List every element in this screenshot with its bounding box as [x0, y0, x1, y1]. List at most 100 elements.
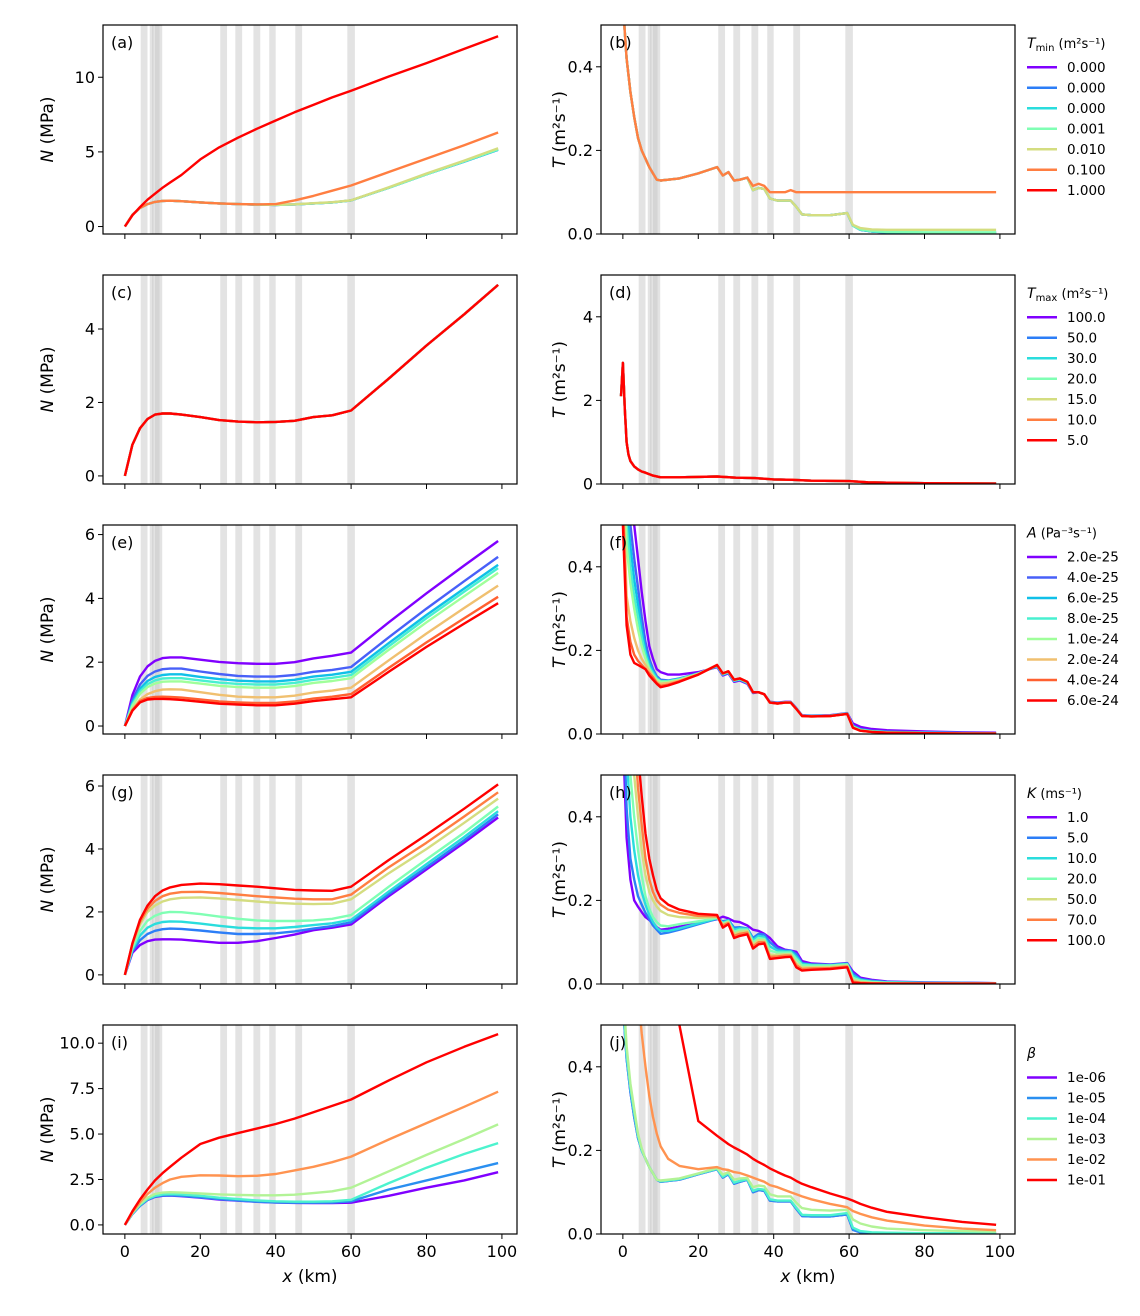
panel-label: (a)	[111, 33, 133, 52]
legend-label: 70.0	[1067, 912, 1097, 928]
legend-label: 0.000	[1067, 60, 1106, 76]
shaded-band	[235, 25, 243, 234]
legend-title: Tmin (m²s⁻¹)	[1027, 36, 1105, 54]
series-line-0.010	[623, 25, 997, 232]
y-tick-label: 0.0	[568, 1225, 593, 1244]
series-line-15.0	[123, 283, 499, 477]
y-tick-label: 2	[583, 391, 593, 410]
series-line-1e-01	[678, 1025, 997, 1226]
legend-title: Tmax (m²s⁻¹)	[1027, 286, 1108, 304]
panel-label: (d)	[609, 283, 632, 302]
shaded-band	[269, 525, 276, 734]
y-tick-label: 10	[75, 68, 95, 87]
series-line-20.0	[123, 805, 499, 976]
shaded-band	[140, 1025, 148, 1234]
shaded-band	[149, 1025, 154, 1234]
x-tick-label: 40	[266, 1242, 286, 1261]
series-line-100.0	[123, 783, 499, 976]
panel-g: 0 2 4 6 N (MPa) (g)	[38, 774, 518, 989]
legend-label: 6.0e-25	[1067, 591, 1119, 607]
plot-area	[123, 1025, 499, 1234]
legend-label: 4.0e-25	[1067, 570, 1119, 586]
plot-area	[123, 775, 499, 984]
x-tick-label: 80	[416, 1242, 436, 1261]
series-line-6.0e-24	[621, 525, 997, 734]
shaded-band	[767, 775, 774, 984]
x-axis-label: x (km)	[779, 1267, 835, 1287]
shaded-band	[155, 775, 163, 984]
shaded-band	[269, 275, 276, 484]
shaded-band	[295, 775, 303, 984]
panel-a: 0 5 10 N (MPa) (a)	[38, 24, 518, 239]
legend-label: 0.100	[1067, 162, 1106, 178]
panel-label: (i)	[111, 1033, 128, 1052]
shaded-band	[733, 25, 741, 234]
y-tick-label: 5	[85, 142, 95, 161]
y-tick-label: 0	[583, 475, 593, 494]
series-line-0.001	[623, 25, 997, 234]
legend-label: 5.0	[1067, 830, 1088, 846]
shaded-band	[845, 775, 853, 984]
shaded-band	[155, 525, 163, 734]
y-tick-label: 2.5	[70, 1170, 95, 1189]
y-tick-label: 0	[85, 717, 95, 736]
shaded-band	[718, 775, 726, 984]
series-line-50.0	[619, 361, 997, 484]
legend-title: K (ms⁻¹)	[1027, 786, 1082, 802]
y-axis-label: N (MPa)	[38, 847, 58, 913]
series-line-0.000	[123, 148, 499, 228]
shaded-band	[751, 775, 759, 984]
legend-label: 10.0	[1067, 412, 1097, 428]
axes-frame	[102, 524, 518, 735]
plot-area	[621, 525, 997, 734]
series-line-15.0	[619, 361, 997, 484]
legend-label: 100.0	[1067, 310, 1106, 326]
y-tick-label: 4	[85, 589, 95, 608]
y-tick-label: 0.2	[568, 891, 593, 910]
panel-d: 0 2 4 T (m²s⁻¹) (d) Tmax (m²s⁻¹) 100.0 50.0 30.0…	[550, 274, 1108, 494]
legend-label: 15.0	[1067, 392, 1097, 408]
shaded-band	[347, 775, 355, 984]
x-tick-label: 60	[341, 1242, 361, 1261]
legend-label: 1e-01	[1067, 1173, 1106, 1189]
shaded-band	[140, 25, 148, 234]
y-tick-label: 0	[85, 965, 95, 984]
series-line-1.0e-24	[123, 571, 499, 727]
shaded-band	[793, 25, 801, 234]
series-line-30.0	[123, 283, 499, 477]
series-line-1e-06	[123, 1171, 499, 1226]
axes-frame	[102, 1024, 518, 1235]
shaded-band	[647, 525, 652, 734]
y-tick-label: 0.0	[70, 1215, 95, 1234]
series-line-70.0	[123, 791, 499, 976]
shaded-band	[733, 1025, 741, 1234]
shaded-band	[347, 25, 355, 234]
panel-f: 0.0 0.2 0.4 T (m²s⁻¹) (f) A (Pa⁻³s⁻¹) 2.0e-25 4…	[550, 524, 1119, 744]
y-tick-label: 0.2	[568, 141, 593, 160]
shaded-band	[845, 525, 853, 734]
panel-i: 0.0 2.5 5.0 7.5 10.0 0 20 40 60 80 100 x (km) N (MPa…	[38, 1024, 518, 1287]
y-axis-label: T (m²s⁻¹)	[550, 1091, 570, 1168]
series-line-30.0	[619, 361, 997, 484]
x-tick-label: 80	[914, 1242, 934, 1261]
shaded-band	[155, 275, 163, 484]
shaded-band	[845, 275, 853, 484]
shaded-band	[793, 775, 801, 984]
series-line-70.0	[635, 775, 997, 984]
plot-area	[619, 275, 997, 484]
series-line-6.0e-24	[123, 602, 499, 727]
shaded-band	[751, 25, 759, 234]
y-tick-label: 10.0	[59, 1034, 95, 1053]
panel-label: (b)	[609, 33, 632, 52]
axes-frame	[600, 524, 1016, 735]
axes-frame	[600, 1024, 1016, 1235]
y-tick-label: 2	[85, 653, 95, 672]
series-line-1.0	[623, 775, 997, 984]
shaded-band	[647, 25, 652, 234]
series-line-20.0	[123, 283, 499, 477]
legend-label: 0.000	[1067, 101, 1106, 117]
axes-frame	[102, 774, 518, 985]
legend-label: 20.0	[1067, 371, 1097, 387]
series-line-10.0	[619, 361, 997, 484]
